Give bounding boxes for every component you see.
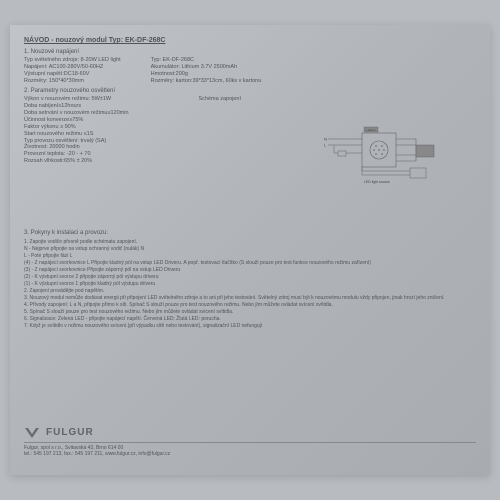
spec-line: Typ světelného zdroje: 8-20W LED light — [24, 57, 121, 64]
spec-line: Akumulátor: Lithium 3.7V 2500mAh — [151, 64, 262, 71]
terminal-n: N — [324, 137, 327, 142]
spec-line: Faktor výkonu ≥ 90% — [24, 124, 129, 131]
instr-line: (1) - K výstupní svorce 1 připojte kladn… — [24, 281, 476, 288]
spec-line: Typ: EK-DF-268C — [151, 57, 262, 64]
spec-line: Hmotnost:200g — [151, 71, 262, 78]
instr-line: (2) - K výstupní svorce 2 připojte zápor… — [24, 274, 476, 281]
spec-line: Rozměry: karton:39*33*13cm, 60ks v karto… — [151, 78, 262, 85]
section-1-head: 1. Nouzové napájení — [24, 49, 476, 57]
logo-row: FULGUR — [24, 427, 476, 440]
led-label: LED light source — [364, 180, 390, 184]
spec-line: Rozsah vlhkosti:65% ± 20% — [24, 158, 129, 165]
instr-line: 4. Přívody zapojení: L a N, připojte pří… — [24, 302, 476, 309]
footer: FULGUR Fulgur, spol s r.o., Svitavská 43… — [24, 427, 476, 457]
spec-line: Životnost: 20000 hodin — [24, 144, 129, 151]
spec-line: Doba nabíjení≤12hours — [24, 103, 129, 110]
spec-line: Start nouzového režimu ≤1S — [24, 131, 129, 138]
section-3: 3. Pokyny k instalaci a provozu: 1. Zapo… — [24, 230, 476, 329]
brand-logo-icon — [24, 427, 40, 439]
spec-line: Doba setrvání v nouzovém režimu≥120min — [24, 110, 129, 117]
instr-line: 6. Signalizace: Zelená LED - připojte na… — [24, 316, 476, 323]
instr-line: L - Poté připojte fázi L — [24, 253, 476, 260]
section-2-head: 2. Parametry nouzového osvětlení — [24, 88, 476, 96]
instr-line: (4) - Z napájecí svorkovnice L Připojte … — [24, 260, 476, 267]
instr-line: 7. Když je svítidlo v režimu nouzového s… — [24, 323, 476, 330]
instr-line: (3) - Z napájecí svorkovnice Připojte zá… — [24, 267, 476, 274]
section-3-head: 3. Pokyny k instalaci a provozu: — [24, 230, 476, 238]
instr-line: 2. Zapojení provádějte pod napětím. — [24, 288, 476, 295]
section-1-columns: Typ světelného zdroje: 8-20W LED light N… — [24, 57, 476, 85]
instr-line: 5. Spínač S slouží pouze pro test nouzov… — [24, 309, 476, 316]
spec-line: Výkon v nouzovém režimu: 5W±1W — [24, 96, 129, 103]
sec1-left: Typ světelného zdroje: 8-20W LED light N… — [24, 57, 121, 85]
instr-line: N - Nejprve připojte na vstup ochranný v… — [24, 246, 476, 253]
footer-info: Fulgur, spol s r.o., Svitavská 43, Brno … — [24, 442, 476, 458]
manual-sheet: NÁVOD - nouzový modul Typ: EK-DF-268C 1.… — [10, 25, 490, 475]
spec-line: Napájení: AC100-280V/50-60HZ — [24, 64, 121, 71]
spec-line: Výstupní napětí:DC18-60V — [24, 71, 121, 78]
spec-line: Provozní teplota: -20 - + 70 — [24, 151, 129, 158]
instr-line: 1. Zapojte vodiče přesně podle schématu … — [24, 239, 476, 246]
doc-title: NÁVOD - nouzový modul Typ: EK-DF-268C — [24, 37, 476, 46]
sec2-lines: Výkon v nouzovém režimu: 5W±1W Doba nabí… — [24, 96, 129, 165]
svg-text:Lithium: Lithium — [366, 128, 376, 132]
sec1-right: Typ: EK-DF-268C Akumulátor: Lithium 3.7V… — [151, 57, 262, 85]
brand-name: FULGUR — [46, 427, 94, 440]
wiring-diagram: Lithium N L LED light source — [320, 125, 440, 195]
spec-line: Rozměry: 150*40*30mm — [24, 78, 121, 85]
schema-label: Schéma zapojení — [199, 96, 242, 103]
footer-contact: tel.: 545 197 213, fax.: 545 197 211, ww… — [24, 451, 476, 457]
terminal-l: L — [324, 143, 327, 148]
instr-line: 3. Nouzový modul nemůže dodávat energii … — [24, 295, 476, 302]
schema-label-col: Schéma zapojení — [199, 96, 242, 165]
spec-line: Účinnost konverze≥75% — [24, 117, 129, 124]
